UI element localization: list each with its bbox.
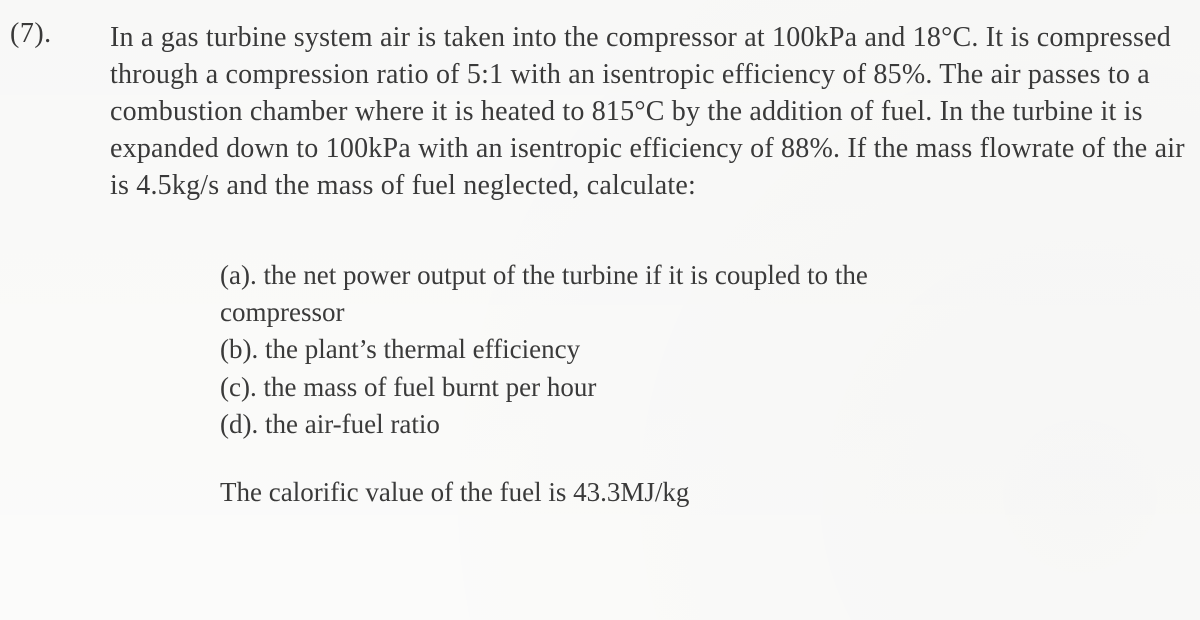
question-body: In a gas turbine system air is taken int… — [110, 20, 1186, 205]
subpart-text: the mass of fuel burnt per hour — [263, 372, 596, 402]
subpart-d: (d). the air-fuel ratio — [220, 406, 1186, 443]
question-number: (7). — [10, 18, 52, 50]
subpart-text: the plant’s thermal efficiency — [265, 334, 580, 364]
subpart-a: (a). the net power output of the turbine… — [220, 257, 1186, 294]
footer-note: The calorific value of the fuel is 43.3M… — [220, 477, 1186, 508]
subpart-label: (b). — [220, 334, 258, 364]
exam-question-page: (7). In a gas turbine system air is take… — [0, 0, 1200, 620]
subpart-a-cont: compressor — [220, 294, 1186, 331]
subpart-c: (c). the mass of fuel burnt per hour — [220, 369, 1186, 406]
subpart-label: (c). — [220, 372, 257, 402]
subpart-b: (b). the plant’s thermal efficiency — [220, 331, 1186, 368]
subpart-text: the air-fuel ratio — [265, 409, 440, 439]
subpart-text: the net power output of the turbine if i… — [263, 260, 867, 290]
subpart-label: (a). — [220, 260, 257, 290]
subpart-label: (d). — [220, 409, 258, 439]
subparts-block: (a). the net power output of the turbine… — [220, 257, 1186, 443]
